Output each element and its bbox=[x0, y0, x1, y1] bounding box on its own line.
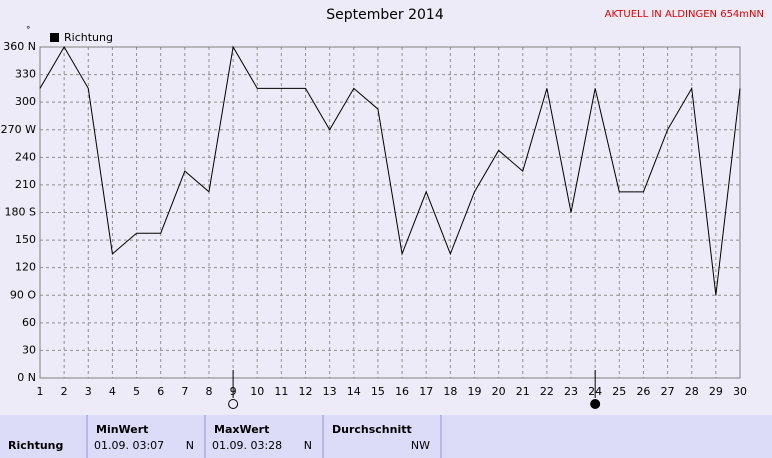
x-tick-label: 25 bbox=[612, 385, 626, 398]
stat-header: Durchschnitt bbox=[332, 423, 412, 436]
y-tick-label: 0 N bbox=[17, 371, 36, 384]
stat-header: MaxWert bbox=[214, 423, 270, 436]
empty-cell bbox=[442, 415, 772, 458]
stat-cell: MinWert 01.09. 03:07 N bbox=[88, 415, 206, 458]
y-tick-label: 150 bbox=[15, 233, 36, 246]
data-line bbox=[39, 45, 741, 296]
x-tick-label: 18 bbox=[443, 385, 457, 398]
x-tick-label: 6 bbox=[157, 385, 164, 398]
x-tick-label: 20 bbox=[492, 385, 506, 398]
x-tick-label: 7 bbox=[181, 385, 188, 398]
stat-header: MinWert bbox=[96, 423, 149, 436]
y-tick-label: 300 bbox=[15, 95, 36, 108]
legend-label: Richtung bbox=[64, 31, 113, 44]
x-tick-label: 8 bbox=[205, 385, 212, 398]
station-label: AKTUELL IN ALDINGEN 654mNN bbox=[605, 9, 764, 20]
x-tick-label: 19 bbox=[467, 385, 481, 398]
x-tick-label: 30 bbox=[733, 385, 747, 398]
x-tick-label: 4 bbox=[109, 385, 116, 398]
x-tick-label: 5 bbox=[133, 385, 140, 398]
x-tick-label: 28 bbox=[685, 385, 699, 398]
stat-value: NW bbox=[410, 439, 430, 452]
x-tick-label: 17 bbox=[419, 385, 433, 398]
x-tick-label: 22 bbox=[540, 385, 554, 398]
x-tick-label: 3 bbox=[85, 385, 92, 398]
x-tick-label: 11 bbox=[274, 385, 288, 398]
stats-table: Richtung MinWert 01.09. 03:07 N MaxWert 01.0… bbox=[0, 415, 772, 458]
y-tick-label: 240 bbox=[15, 150, 36, 163]
y-tick-label: 180 S bbox=[5, 206, 36, 219]
chart: September 2014 AKTUELL IN ALDINGEN 654mN… bbox=[1, 7, 764, 409]
x-tick-label: 21 bbox=[516, 385, 530, 398]
y-tick-label: 120 bbox=[15, 261, 36, 274]
chart-title: September 2014 bbox=[326, 7, 444, 23]
stat-value: N bbox=[303, 439, 312, 452]
y-tick-label: 60 bbox=[22, 316, 36, 329]
y-tick-label: 360 N bbox=[3, 40, 36, 53]
y-tick-label: 210 bbox=[15, 178, 36, 191]
y-tick-label: 90 O bbox=[10, 288, 36, 301]
x-tick-label: 13 bbox=[323, 385, 337, 398]
x-tick-label: 29 bbox=[709, 385, 723, 398]
y-tick-label: 270 W bbox=[1, 123, 36, 136]
x-tick-label: 26 bbox=[636, 385, 650, 398]
x-tick-label: 15 bbox=[371, 385, 385, 398]
y-tick-label: 30 bbox=[22, 343, 36, 356]
marker bbox=[228, 399, 239, 409]
y-tick-label: 330 bbox=[15, 68, 36, 81]
stat-cell: Durchschnitt NW bbox=[324, 415, 442, 458]
x-tick-label: 2 bbox=[61, 385, 68, 398]
marker bbox=[590, 399, 601, 409]
x-tick-label: 12 bbox=[299, 385, 313, 398]
x-tick-label: 10 bbox=[250, 385, 264, 398]
x-tick-label: 16 bbox=[395, 385, 409, 398]
plot-border bbox=[39, 46, 741, 379]
stat-date: 01.09. 03:07 bbox=[94, 439, 165, 452]
x-tick-label: 23 bbox=[564, 385, 578, 398]
legend-swatch bbox=[50, 33, 59, 42]
x-tick-label: 27 bbox=[661, 385, 675, 398]
x-tick-label: 14 bbox=[347, 385, 361, 398]
stat-cell: MaxWert 01.09. 03:28 N bbox=[206, 415, 324, 458]
row-label-cell: Richtung bbox=[0, 415, 88, 458]
stat-date: 01.09. 03:28 bbox=[212, 439, 283, 452]
row-label: Richtung bbox=[8, 439, 64, 452]
stat-value: N bbox=[185, 439, 194, 452]
unit-mark: ° bbox=[26, 26, 31, 36]
x-tick-label: 1 bbox=[37, 385, 44, 398]
